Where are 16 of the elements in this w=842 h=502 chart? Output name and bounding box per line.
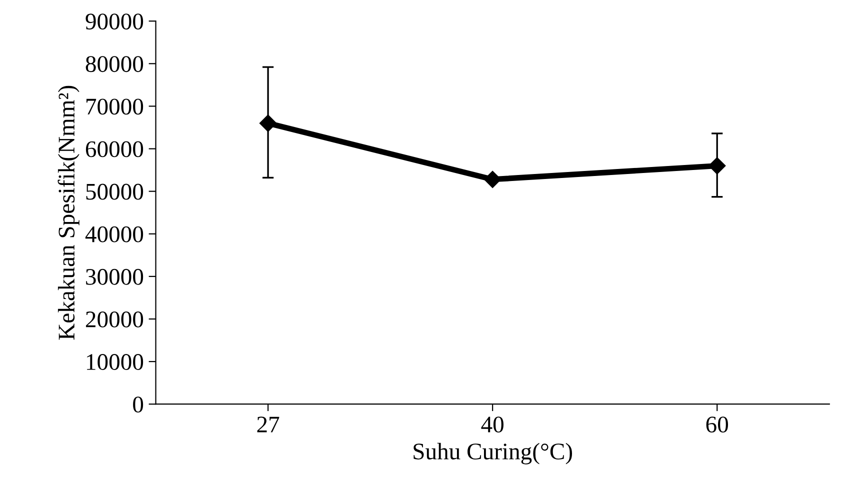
y-tick-label: 10000 (87, 354, 144, 370)
point (484, 170, 502, 188)
x-axis-title: Suhu Curing(°C) (414, 442, 572, 464)
y-tick-label: 20000 (86, 311, 144, 328)
y-tick-label: 80000 (86, 56, 144, 72)
y-tick-label: 60000 (86, 141, 144, 158)
y-tick-label: 70000 (86, 98, 144, 115)
y-tick-label: 0 (133, 396, 144, 413)
y-tick-label: 30000 (86, 268, 144, 285)
y-tick-label: 50000 (86, 184, 144, 200)
y-tick-label: 40000 (85, 226, 144, 242)
y-axis-title: Kekakuan Spesifik(Nmm²) (58, 86, 80, 340)
y-tick-label: 90000 (86, 14, 144, 30)
x-tick-label: 27 (257, 416, 280, 432)
x-tick-label: 40 (481, 416, 504, 433)
x-tick-label: 60 (706, 416, 728, 433)
